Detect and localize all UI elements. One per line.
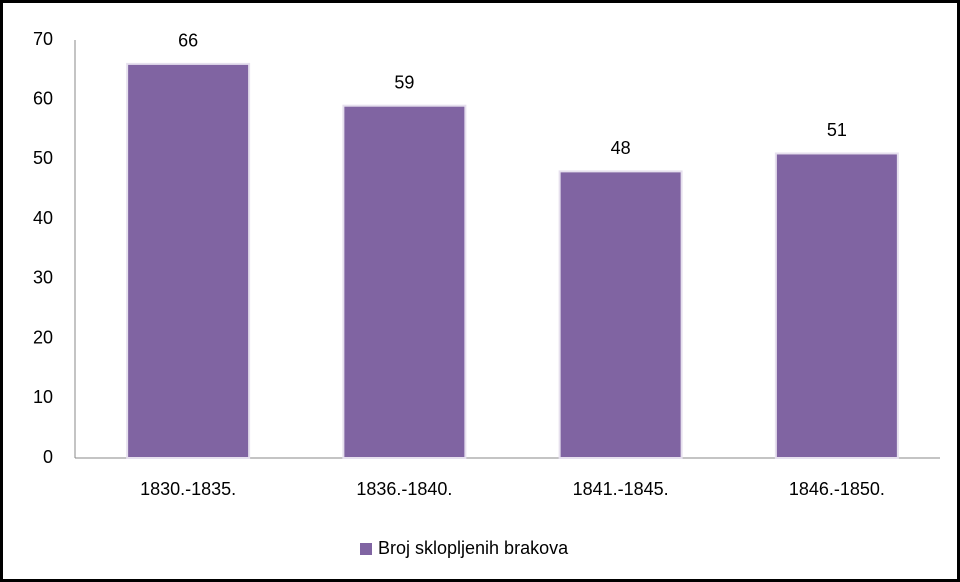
- data-label: 66: [178, 31, 198, 51]
- y-tick-label: 50: [33, 148, 53, 168]
- x-tick-label: 1846.-1850.: [789, 479, 885, 499]
- y-tick-label: 40: [33, 208, 53, 228]
- legend-swatch: [360, 543, 372, 555]
- y-tick-label: 70: [33, 29, 53, 49]
- y-tick-label: 60: [33, 88, 53, 108]
- y-tick-label: 10: [33, 387, 53, 407]
- y-tick-label: 30: [33, 268, 53, 288]
- x-tick-label: 1841.-1845.: [573, 479, 669, 499]
- data-label: 51: [827, 120, 847, 140]
- legend-label: Broj sklopljenih brakova: [378, 538, 569, 558]
- y-tick-label: 0: [43, 447, 53, 467]
- bar: [126, 62, 251, 460]
- y-tick-label: 20: [33, 327, 53, 347]
- x-tick-label: 1830.-1835.: [140, 479, 236, 499]
- bar: [342, 104, 467, 460]
- data-label: 59: [394, 72, 414, 92]
- bar: [774, 152, 899, 459]
- bar: [558, 170, 683, 459]
- x-tick-label: 1836.-1840.: [356, 479, 452, 499]
- data-label: 48: [611, 138, 631, 158]
